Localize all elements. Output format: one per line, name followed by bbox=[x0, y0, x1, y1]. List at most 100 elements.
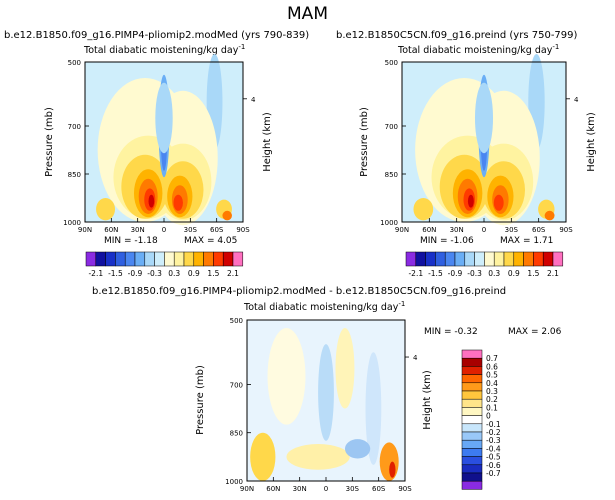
colorbar-swatch bbox=[461, 472, 483, 482]
x-tick-label: 0 bbox=[324, 485, 328, 493]
contour-negative bbox=[344, 439, 371, 459]
colorbar-swatch bbox=[503, 251, 515, 267]
colorbar-swatch bbox=[542, 251, 554, 267]
y-tick-label: 850 bbox=[385, 171, 398, 179]
panel-1-max: MAX = 4.05 bbox=[184, 236, 238, 246]
x-tick-label: 30S bbox=[346, 485, 360, 493]
colorbar-label: 0.9 bbox=[508, 269, 520, 278]
colorbar-swatch bbox=[193, 251, 204, 267]
colorbar-label: -0.6 bbox=[486, 461, 501, 470]
colorbar-swatch bbox=[461, 366, 483, 375]
colorbar-swatch bbox=[134, 251, 146, 267]
colorbar-label: 0.1 bbox=[486, 403, 498, 412]
colorbar-swatch bbox=[484, 251, 495, 267]
y-tick-label: 1000 bbox=[225, 478, 243, 486]
panel-1-subtitle: Total diabatic moistening/kg day-1 bbox=[84, 43, 245, 56]
contour-positive bbox=[467, 194, 474, 208]
x-tick-label: 30S bbox=[505, 226, 519, 234]
contour-positive bbox=[250, 432, 276, 481]
panel-3-min: MIN = -0.32 bbox=[424, 327, 478, 337]
panel-3-max: MAX = 2.06 bbox=[508, 327, 562, 337]
colorbar-swatch bbox=[461, 349, 483, 359]
panel-1-plot: 90N 60N 30N 0 30S 60S 90S 500 700 850 1000 4 Pressu… bbox=[44, 54, 273, 234]
contour-negative bbox=[365, 352, 382, 465]
y-tick-label: 700 bbox=[68, 123, 81, 131]
colorbar-swatch bbox=[444, 251, 456, 267]
x-tick-label: 60S bbox=[210, 226, 224, 234]
panel-3-plot: 90N 60N 30N 0 30S 60S 90S 500 700 850 1000 4 Pressu… bbox=[195, 317, 501, 493]
y2-tick-label: 4 bbox=[251, 96, 256, 104]
x-tick-label: 0 bbox=[482, 226, 486, 234]
contour-positive bbox=[222, 210, 232, 221]
colorbar-label: 0.3 bbox=[488, 269, 500, 278]
x-tick-label: 60N bbox=[266, 485, 280, 493]
colorbar-label: 0.6 bbox=[486, 362, 498, 371]
colorbar-label: -0.2 bbox=[486, 428, 501, 437]
contour-positive bbox=[335, 328, 355, 409]
y2-tick-label: 4 bbox=[413, 354, 418, 362]
x-tick-label: 90S bbox=[236, 226, 250, 234]
panel-2-subtitle-text: Total diabatic moistening/kg day bbox=[398, 45, 553, 57]
colorbar-swatch bbox=[461, 431, 483, 441]
panel-3-colorbar: 0.70.60.50.40.30.20.10-0.1-0.2-0.3-0.4-0… bbox=[461, 349, 501, 490]
x-tick-label: 90N bbox=[395, 226, 409, 234]
colorbar-label: -0.4 bbox=[486, 444, 501, 453]
contour-positive bbox=[493, 194, 504, 211]
colorbar-label: -0.7 bbox=[486, 469, 501, 478]
colorbar-swatch bbox=[552, 251, 564, 267]
colorbar-label: 0.3 bbox=[486, 387, 498, 396]
colorbar-swatch bbox=[173, 251, 185, 267]
colorbar-swatch bbox=[222, 251, 234, 267]
panel-2-field bbox=[402, 54, 566, 226]
panel-1: b.e12.B1850.f09_g16.PIMP4-pliomip2.modMe… bbox=[0, 0, 309, 280]
panel-3-subtitle-sup: -1 bbox=[398, 300, 406, 308]
panel-2-min: MIN = -1.06 bbox=[420, 236, 474, 246]
colorbar-label: -0.3 bbox=[467, 269, 482, 278]
panel-2: b.e12.B1850C5CN.f09_g16.preind (yrs 750-… bbox=[322, 0, 615, 280]
contour-negative bbox=[155, 82, 173, 154]
colorbar-swatch bbox=[461, 374, 483, 384]
colorbar-label: 0.5 bbox=[486, 371, 498, 380]
contour-positive bbox=[96, 198, 116, 221]
panel-1-ylabel: Pressure (mb) bbox=[44, 107, 55, 177]
colorbar-label: 0.9 bbox=[188, 269, 200, 278]
colorbar-swatch bbox=[213, 251, 224, 267]
panel-3-title: b.e12.B1850.f09_g16.PIMP4-pliomip2.modMe… bbox=[92, 286, 507, 297]
panel-2-max: MAX = 1.71 bbox=[500, 236, 554, 246]
contour-positive bbox=[379, 442, 399, 481]
contour-negative bbox=[474, 82, 494, 154]
colorbar-label: 1.5 bbox=[207, 269, 219, 278]
colorbar-label: -0.9 bbox=[128, 269, 143, 278]
colorbar-swatch bbox=[164, 251, 175, 267]
colorbar-swatch bbox=[461, 407, 483, 416]
y-tick-label: 1000 bbox=[63, 219, 81, 227]
colorbar-label: -2.1 bbox=[88, 269, 103, 278]
panel-1-axes: 90N 60N 30N 0 30S 60S 90S 500 700 850 1000 4 bbox=[63, 59, 256, 234]
y2-tick-label: 4 bbox=[574, 96, 579, 104]
colorbar-swatch bbox=[461, 448, 483, 457]
panel-2-y2label: Height (km) bbox=[586, 112, 597, 172]
colorbar-label: -1.5 bbox=[108, 269, 123, 278]
y-tick-label: 700 bbox=[385, 123, 398, 131]
panel-2-colorbar: -2.1 -1.5 -0.9 -0.3 0.3 0.9 1.5 2.1 bbox=[405, 251, 564, 278]
panel-3-ylabel: Pressure (mb) bbox=[195, 365, 206, 435]
y-tick-label: 700 bbox=[230, 381, 243, 389]
colorbar-label: 0 bbox=[486, 412, 491, 421]
colorbar-swatch bbox=[461, 464, 483, 474]
x-tick-label: 90S bbox=[398, 485, 412, 493]
colorbar-swatch bbox=[405, 251, 417, 267]
panel-2-title: b.e12.B1850C5CN.f09_g16.preind (yrs 750-… bbox=[336, 30, 578, 41]
colorbar-swatch bbox=[461, 382, 483, 392]
colorbar-label: -1.5 bbox=[428, 269, 443, 278]
colorbar-swatch bbox=[124, 251, 136, 267]
colorbar-label: 0.3 bbox=[168, 269, 180, 278]
panel-2-subtitle: Total diabatic moistening/kg day-1 bbox=[398, 43, 559, 56]
panel-1-field bbox=[85, 54, 243, 226]
x-tick-label: 0 bbox=[162, 226, 166, 234]
colorbar-swatch bbox=[461, 480, 483, 490]
colorbar-swatch bbox=[461, 398, 483, 408]
colorbar-label: -2.1 bbox=[408, 269, 423, 278]
colorbar-swatch bbox=[461, 439, 483, 449]
colorbar-swatch bbox=[105, 251, 116, 267]
panel-3-subtitle-text: Total diabatic moistening/kg day bbox=[244, 302, 399, 314]
